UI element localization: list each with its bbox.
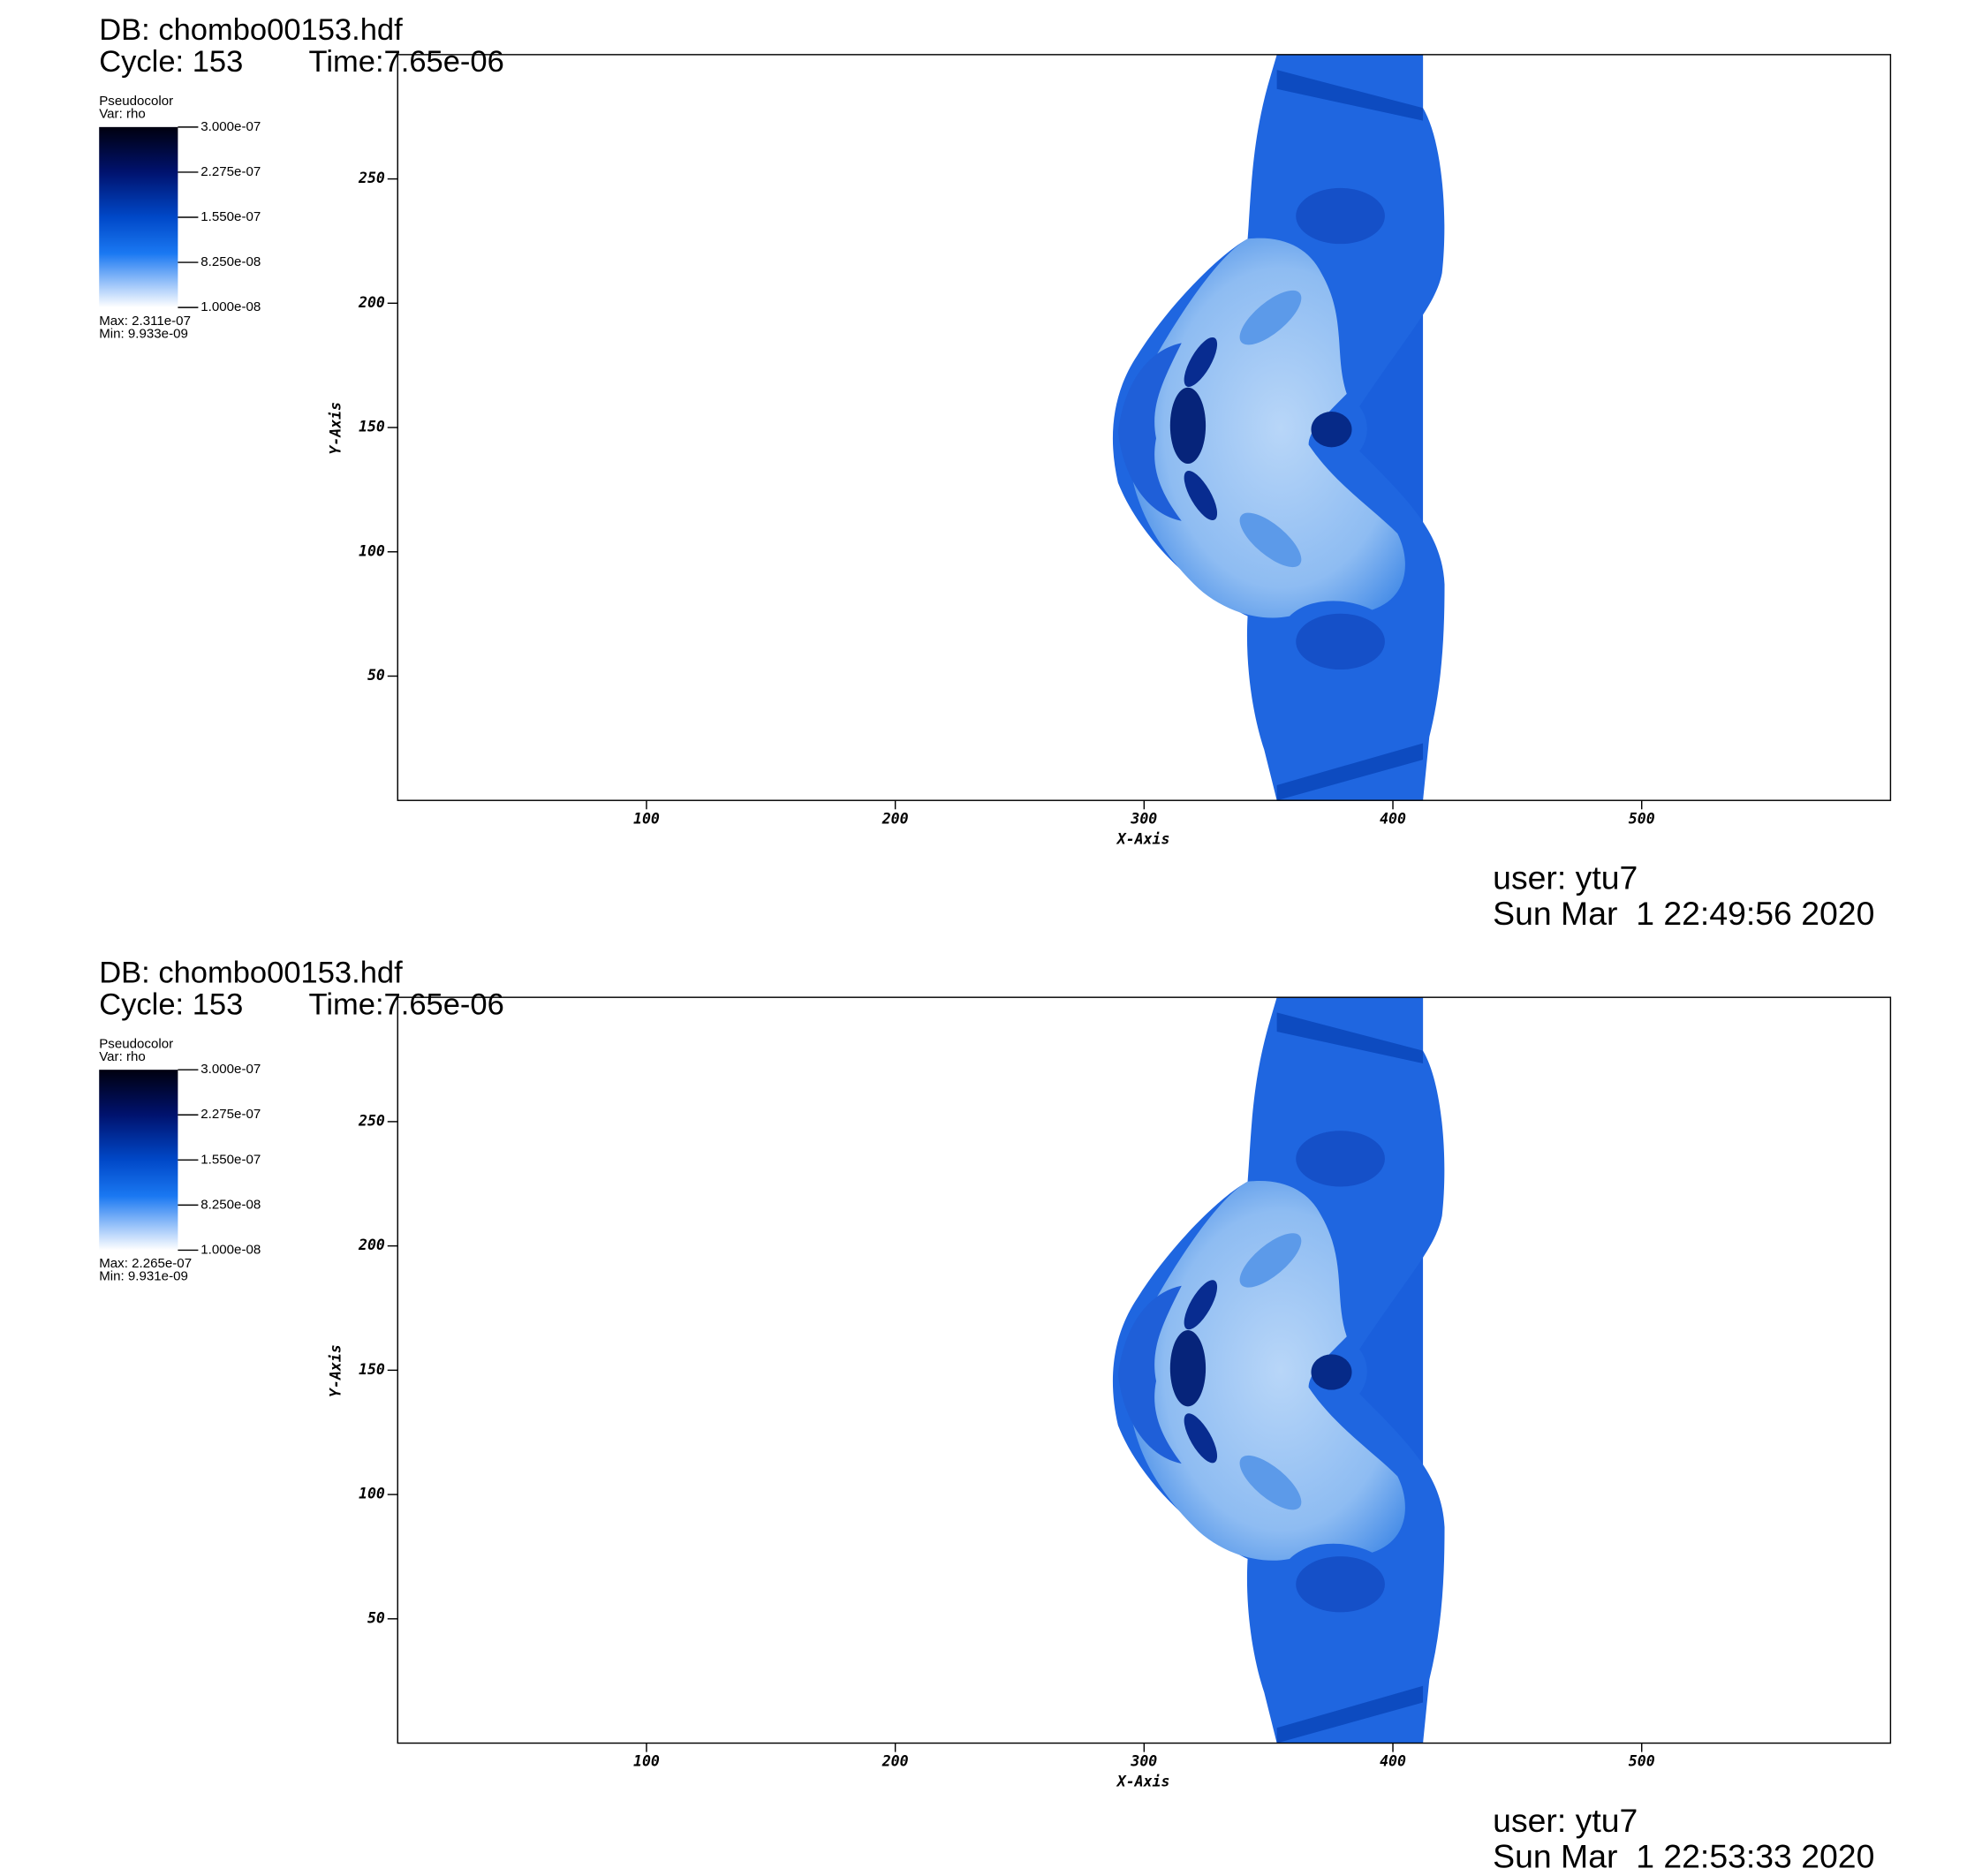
y-tick-label: 150 — [359, 1361, 385, 1378]
legend-tick-label: 1.550e-07 — [200, 1152, 261, 1167]
x-tick-label: 200 — [881, 810, 909, 827]
x-tick-label: 500 — [1629, 1753, 1655, 1770]
legend-tick-label: 2.275e-07 — [200, 164, 261, 179]
x-tick-label: 500 — [1629, 810, 1655, 827]
cycle: Cycle: 153 — [99, 45, 243, 79]
x-tick-label: 100 — [633, 810, 660, 827]
legend-tick-label: 1.550e-07 — [200, 209, 261, 224]
x-axis-label: X-Axis — [1116, 830, 1170, 847]
legend-tick-label: 8.250e-08 — [200, 254, 261, 269]
legend-tick-label: 8.250e-08 — [200, 1197, 261, 1212]
y-tick-label: 150 — [359, 419, 385, 435]
legend-tick-label: 1.000e-08 — [200, 299, 261, 314]
y-tick-label: 200 — [358, 294, 385, 311]
cycle: Cycle: 153 — [99, 987, 243, 1021]
x-axis-label: X-Axis — [1116, 1774, 1170, 1790]
database-name: DB: chombo00153.hdf — [99, 956, 403, 989]
legend-plot: Pseudocolor — [99, 1036, 173, 1051]
x-tick-label: 400 — [1380, 810, 1406, 827]
x-tick-label: 300 — [1130, 1753, 1157, 1770]
y-tick-label: 50 — [367, 1609, 385, 1626]
time: Time:7.65e-06 — [309, 987, 504, 1021]
y-tick-label: 100 — [359, 1486, 385, 1502]
y-tick-label: 50 — [367, 667, 385, 684]
legend-tick-label: 1.000e-08 — [200, 1242, 261, 1257]
x-tick-label: 200 — [881, 1753, 909, 1770]
legend-tick-label: 3.000e-07 — [200, 119, 261, 134]
x-tick-label: 400 — [1380, 1753, 1406, 1770]
legend-tick-label: 3.000e-07 — [200, 1062, 261, 1077]
y-tick-label: 250 — [358, 1112, 385, 1129]
y-axis-label: Y-Axis — [328, 1344, 344, 1397]
database-name: DB: chombo00153.hdf — [99, 13, 403, 47]
legend-max: Max: 2.265e-07 — [99, 1256, 192, 1271]
color-bar — [99, 1070, 178, 1251]
pseudocolor-field — [1113, 997, 1445, 1743]
user: user: ytu7 — [1493, 1802, 1638, 1839]
x-tick-label: 100 — [633, 1753, 660, 1770]
y-axis-label: Y-Axis — [328, 402, 344, 455]
legend-min: Min: 9.933e-09 — [99, 326, 188, 341]
date: Sun Mar 1 22:49:56 2020 — [1493, 895, 1874, 932]
legend-min: Min: 9.931e-09 — [99, 1269, 188, 1284]
user: user: ytu7 — [1493, 859, 1638, 896]
legend-var: Var: rho — [99, 1049, 146, 1064]
legend-max: Max: 2.311e-07 — [99, 314, 191, 329]
y-tick-label: 100 — [359, 542, 385, 559]
legend-plot: Pseudocolor — [99, 94, 173, 109]
y-tick-label: 200 — [358, 1237, 385, 1253]
x-tick-label: 300 — [1130, 810, 1157, 827]
y-tick-label: 250 — [358, 170, 385, 186]
legend-var: Var: rho — [99, 106, 146, 121]
date: Sun Mar 1 22:53:33 2020 — [1493, 1837, 1874, 1874]
legend-tick-label: 2.275e-07 — [200, 1107, 261, 1122]
color-bar — [99, 126, 178, 308]
time: Time:7.65e-06 — [309, 45, 504, 79]
pseudocolor-field — [1113, 55, 1445, 800]
